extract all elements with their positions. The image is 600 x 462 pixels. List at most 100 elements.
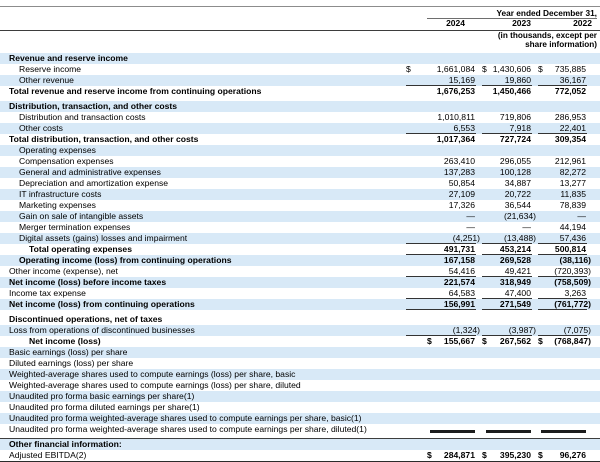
row-label: Net income (loss) from continuing operat… bbox=[9, 298, 195, 309]
period-header-row: Year ended December 31, bbox=[0, 7, 600, 19]
row-label: Discontinued operations, net of taxes bbox=[9, 313, 163, 324]
value: (13,488) bbox=[503, 232, 536, 243]
value-cell: $284,871 bbox=[405, 450, 481, 461]
value-cell bbox=[405, 402, 481, 413]
row-label: Loss from operations of discontinued bus… bbox=[9, 324, 195, 335]
value-cell: 318,949 bbox=[481, 277, 537, 288]
value: 318,949 bbox=[499, 276, 531, 287]
value-cell bbox=[405, 358, 481, 369]
row-label: Other costs bbox=[19, 122, 63, 133]
table-row: Net income (loss) from continuing operat… bbox=[0, 298, 600, 310]
value-cell: 271,549 bbox=[481, 299, 537, 310]
value-cell: (13,488) bbox=[481, 233, 537, 244]
value-cell bbox=[481, 391, 537, 402]
value-cell bbox=[537, 413, 592, 424]
value: 212,961 bbox=[554, 155, 586, 166]
value: 491,731 bbox=[443, 243, 475, 254]
value-cell: $ (768,847) bbox=[537, 336, 592, 347]
value-cell: 212,961 bbox=[537, 156, 592, 167]
value-cell bbox=[405, 424, 481, 435]
table-row: Loss from operations of discontinued bus… bbox=[0, 324, 600, 336]
row-label: Weighted-average shares used to compute … bbox=[9, 368, 296, 379]
value-cell: 27,109 bbox=[405, 189, 481, 200]
value-cell: (4,251) bbox=[405, 233, 481, 244]
value-cell: $1,430,606 bbox=[481, 64, 537, 75]
units-note: (in thousands, except per share informat… bbox=[0, 31, 600, 50]
value: (21,634) bbox=[503, 210, 536, 221]
value: 36,167 bbox=[559, 74, 586, 85]
units-note-line1: (in thousands, except per bbox=[497, 31, 597, 40]
value-cell: (38,116) bbox=[537, 255, 592, 266]
value-cell: 500,814 bbox=[537, 244, 592, 255]
value-cell: 36,544 bbox=[481, 200, 537, 211]
value-cell bbox=[405, 391, 481, 402]
dollar-sign: $ bbox=[406, 63, 411, 74]
dollar-sign: $ bbox=[482, 335, 487, 346]
value-cell: 19,860 bbox=[481, 75, 537, 86]
value-cell: — bbox=[405, 211, 481, 222]
section-rule bbox=[0, 437, 600, 439]
table-row: Weighted-average shares used to compute … bbox=[0, 380, 600, 391]
value-cell: 11,835 bbox=[537, 189, 592, 200]
value-cell: 13,277 bbox=[537, 178, 592, 189]
value: 286,953 bbox=[554, 111, 586, 122]
value-cell: 82,272 bbox=[537, 167, 592, 178]
value-cell: 1,010,811 bbox=[405, 112, 481, 123]
value: (1,324) bbox=[452, 324, 480, 335]
value-cell bbox=[405, 380, 481, 391]
row-label: Unaudited pro forma weighted-average sha… bbox=[9, 423, 367, 434]
value-cell: 49,421 bbox=[481, 266, 537, 277]
value: 167,158 bbox=[443, 254, 475, 265]
value-cell: 17,326 bbox=[405, 200, 481, 211]
value: 82,272 bbox=[559, 166, 586, 177]
value-cell: (1,324) bbox=[405, 325, 481, 336]
row-label: Operating expenses bbox=[19, 144, 96, 155]
value-cell bbox=[537, 101, 592, 112]
value-cell: 44,194 bbox=[537, 222, 592, 233]
value: 271,549 bbox=[499, 298, 531, 309]
value: 395,230 bbox=[499, 449, 531, 460]
value-cell bbox=[481, 53, 537, 64]
value: 15,169 bbox=[448, 74, 475, 85]
value-cell: 156,991 bbox=[405, 299, 481, 310]
value: 64,583 bbox=[448, 287, 475, 298]
row-label: Unaudited pro forma basic earnings per s… bbox=[9, 390, 195, 401]
value-cell: (21,634) bbox=[481, 211, 537, 222]
value: (761,772) bbox=[554, 298, 591, 309]
value: 44,194 bbox=[559, 221, 586, 232]
value: 735,885 bbox=[554, 63, 586, 74]
table-row: Other costs 6,553 7,918 22,401 bbox=[0, 122, 600, 134]
value: 267,562 bbox=[499, 335, 531, 346]
value-cell bbox=[481, 369, 537, 380]
table-row: Operating income (loss) from continuing … bbox=[0, 254, 600, 266]
value: — bbox=[577, 210, 586, 221]
value: 155,667 bbox=[443, 335, 475, 346]
table-row: Diluted earnings (loss) per share bbox=[0, 358, 600, 369]
value-cell bbox=[405, 369, 481, 380]
row-label: Diluted earnings (loss) per share bbox=[9, 357, 134, 368]
table-row: Other income (expense), net 54,416 49,421 (… bbox=[0, 266, 600, 277]
value-cell bbox=[481, 380, 537, 391]
period-header: Year ended December 31, bbox=[427, 9, 597, 19]
value-cell bbox=[481, 439, 537, 450]
value: 11,835 bbox=[560, 188, 586, 199]
table-row: Income tax expense 64,583 47,400 3,263 bbox=[0, 288, 600, 299]
value-cell bbox=[537, 369, 592, 380]
value-cell: 100,128 bbox=[481, 167, 537, 178]
dollar-sign: $ bbox=[482, 63, 487, 74]
row-label: Weighted-average shares used to compute … bbox=[9, 379, 301, 390]
value-cell bbox=[537, 391, 592, 402]
table-row: Total revenue and reserve income from co… bbox=[0, 86, 600, 97]
value-cell bbox=[481, 314, 537, 325]
dollar-sign: $ bbox=[538, 449, 543, 460]
value: (38,116) bbox=[559, 254, 591, 265]
value: 269,528 bbox=[499, 254, 531, 265]
row-label: Basic earnings (loss) per share bbox=[9, 346, 128, 357]
row-label: Digital assets (gains) losses and impair… bbox=[19, 232, 188, 243]
value: (758,509) bbox=[554, 276, 591, 287]
value: (720,393) bbox=[554, 265, 591, 276]
value: 453,214 bbox=[499, 243, 531, 254]
table-row: Other revenue 15,169 19,860 36,167 bbox=[0, 74, 600, 86]
value-cell: 1,450,466 bbox=[481, 86, 537, 97]
row-label: Total revenue and reserve income from co… bbox=[9, 85, 262, 96]
